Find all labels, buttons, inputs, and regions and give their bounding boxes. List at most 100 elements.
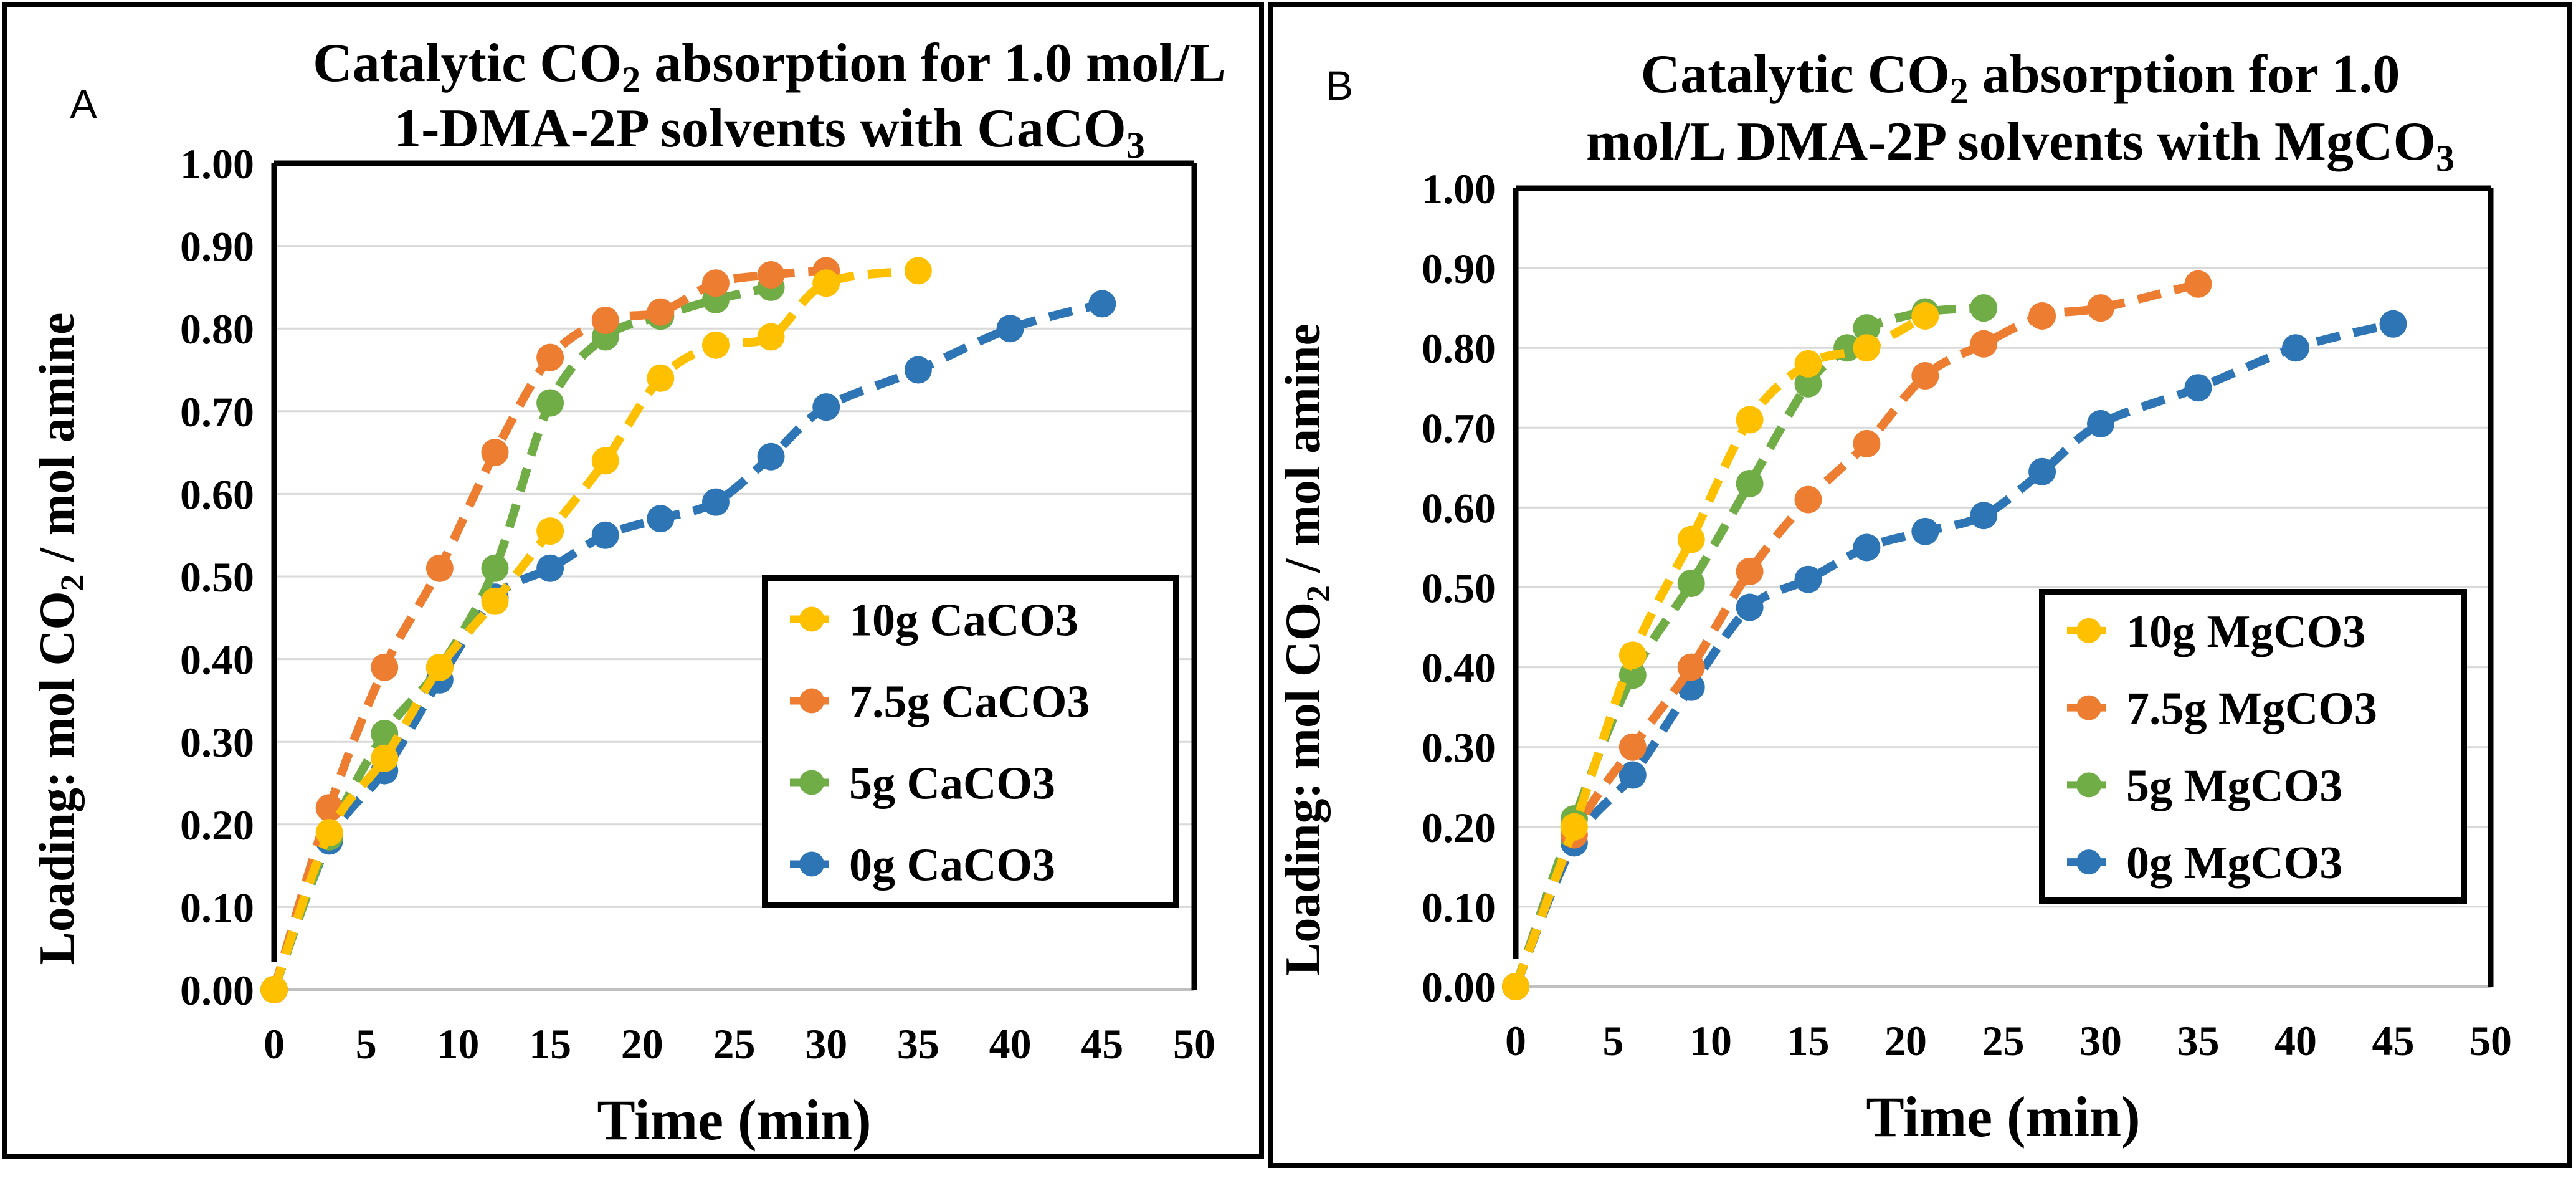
data-point-3-12 [2282, 334, 2309, 362]
data-point-1-9 [757, 261, 785, 289]
x-tick-label: 40 [2274, 1017, 2317, 1064]
legend-swatch-marker [799, 688, 824, 714]
y-tick-label: 0.40 [180, 636, 254, 684]
chart-title-line-2: mol/L DMA-2P solvents with MgCO3 [1586, 112, 2455, 179]
x-tick-label: 20 [621, 1020, 663, 1068]
y-tick-label: 0.90 [1422, 245, 1496, 292]
y-tick-label: 0.10 [180, 884, 254, 931]
data-point-1-10 [2087, 294, 2114, 322]
data-point-0-6 [1853, 334, 1881, 362]
legend-entry-label: 5g MgCO3 [2126, 760, 2342, 811]
data-point-3-4 [1736, 593, 1764, 621]
data-point-2-4 [481, 554, 509, 582]
legend-swatch-marker [799, 770, 824, 795]
data-point-3-12 [996, 315, 1024, 343]
y-tick-label: 0.90 [180, 223, 254, 270]
data-point-0-4 [481, 587, 509, 615]
data-point-1-3 [425, 554, 454, 582]
data-point-0-5 [536, 517, 564, 545]
y-tick-label: 1.00 [1422, 165, 1496, 213]
y-tick-label: 0.50 [1422, 565, 1496, 612]
data-point-3-8 [1970, 502, 1998, 530]
y-tick-label: 0.80 [180, 305, 254, 353]
data-point-1-4 [1736, 557, 1764, 585]
x-tick-label: 30 [805, 1020, 847, 1068]
y-tick-label: 0.50 [180, 553, 254, 601]
data-point-3-9 [757, 442, 785, 471]
data-point-0-11 [904, 257, 932, 285]
y-tick-label: 0.70 [1422, 404, 1496, 452]
y-tick-label: 0.80 [1422, 325, 1496, 372]
data-point-1-4 [481, 439, 509, 467]
y-tick-label: 0.20 [180, 801, 254, 849]
chart-panel-a: 0.00 0.10 0.20 0.30 0.40 0.50 0.60 0.70 0.80 0.90… [2, 2, 1264, 1159]
x-tick-label: 5 [1603, 1017, 1624, 1064]
data-point-3-5 [536, 554, 564, 582]
x-tick-label: 0 [1505, 1017, 1526, 1064]
data-point-0-6 [591, 447, 619, 475]
data-point-3-6 [591, 521, 619, 549]
data-point-3-7 [1911, 517, 1939, 545]
x-tick-label: 15 [529, 1020, 571, 1068]
data-point-1-6 [591, 306, 619, 334]
data-point-0-4 [1736, 406, 1764, 434]
data-point-3-6 [1853, 533, 1881, 562]
data-point-2-9 [1970, 294, 1998, 322]
legend-swatch-marker [2076, 618, 2101, 643]
panel-frame [2, 2, 1264, 1159]
data-point-0-0 [260, 976, 288, 1003]
legend-swatch-marker [799, 851, 824, 877]
y-tick-label: 0.70 [180, 388, 254, 436]
y-tick-label: 0.10 [1422, 884, 1496, 931]
chart-title-line-1: Catalytic CO2 absorption for 1.0 [1641, 44, 2400, 112]
x-tick-label: 20 [1884, 1017, 1927, 1064]
data-point-0-8 [701, 331, 730, 359]
data-point-3-13 [1088, 290, 1116, 318]
x-tick-label: 10 [437, 1020, 479, 1068]
panel-label: B [1326, 62, 1353, 108]
x-tick-label: 25 [713, 1020, 756, 1068]
data-point-0-1 [1560, 813, 1588, 841]
y-axis-title: Loading: mol CO2 / mol amine [1276, 323, 1337, 976]
y-tick-label: 0.60 [1422, 484, 1496, 532]
data-point-0-2 [1618, 641, 1647, 669]
y-axis-title: Loading: mol CO2 / mol amine [30, 312, 91, 965]
y-tick-label: 0.20 [1422, 804, 1496, 851]
data-point-0-2 [371, 744, 399, 772]
data-point-1-2 [1618, 733, 1647, 761]
legend-entry-label: 7.5g MgCO3 [2126, 684, 2377, 735]
y-tick-label: 0.60 [180, 471, 254, 518]
data-point-3-9 [2028, 457, 2056, 485]
data-point-1-1 [315, 794, 343, 822]
panel-frame [1268, 2, 2572, 1168]
chart-title-line-1: Catalytic CO2 absorption for 1.0 mol/L [313, 33, 1226, 100]
data-point-2-5 [536, 389, 564, 417]
legend-entry-label: 5g CaCO3 [849, 758, 1055, 810]
data-point-3-8 [701, 488, 730, 516]
data-point-3-10 [812, 393, 840, 421]
x-tick-label: 15 [1787, 1017, 1830, 1064]
data-point-1-7 [647, 298, 675, 326]
x-tick-label: 35 [897, 1020, 939, 1068]
y-tick-label: 0.40 [1422, 644, 1496, 692]
x-tick-label: 45 [1081, 1020, 1123, 1068]
data-point-1-5 [536, 343, 564, 371]
x-tick-label: 45 [2372, 1017, 2415, 1064]
y-tick-label: 0.30 [1422, 724, 1496, 772]
legend-entry-label: 10g MgCO3 [2126, 606, 2365, 657]
data-point-3-13 [2379, 310, 2407, 338]
data-point-2-3 [1677, 570, 1705, 598]
data-point-0-3 [1677, 525, 1705, 553]
x-tick-label: 0 [264, 1020, 285, 1068]
x-tick-label: 25 [1982, 1017, 2025, 1064]
y-tick-label: 0.00 [180, 967, 254, 1014]
legend-entry-label: 0g MgCO3 [2126, 838, 2342, 889]
legend-box [762, 575, 1179, 908]
data-point-3-5 [1794, 565, 1822, 593]
legend-entry-label: 0g CaCO3 [849, 840, 1055, 891]
data-point-0-10 [812, 269, 840, 297]
data-point-0-7 [647, 364, 675, 392]
data-point-0-5 [1794, 350, 1822, 378]
x-tick-label: 10 [1690, 1017, 1732, 1064]
chart-panel-b: 0.00 0.10 0.20 0.30 0.40 0.50 0.60 0.70 0.80 0.90… [1268, 2, 2572, 1168]
